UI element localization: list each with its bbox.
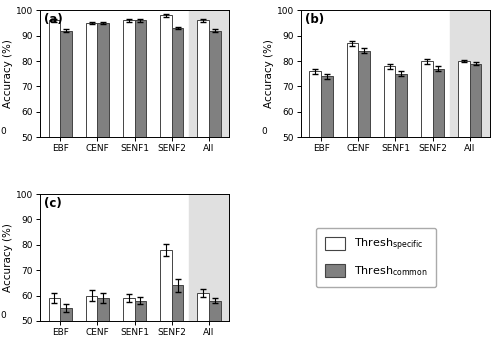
Bar [208, 300, 220, 321]
Text: (a): (a) [44, 13, 62, 26]
Bar [122, 20, 134, 137]
Bar [420, 61, 432, 137]
Bar [208, 31, 220, 137]
Text: (c): (c) [44, 197, 62, 210]
Bar [346, 43, 358, 137]
Bar [122, 298, 134, 321]
Bar [172, 28, 183, 137]
Bar [432, 69, 444, 137]
Y-axis label: Accuracy (%): Accuracy (%) [264, 39, 274, 108]
Bar [322, 76, 333, 137]
Y-axis label: Accuracy (%): Accuracy (%) [3, 39, 13, 108]
Bar [60, 31, 72, 137]
Bar [48, 20, 60, 137]
Bar [172, 285, 183, 321]
Bar [160, 16, 172, 137]
Bar [384, 66, 396, 137]
Bar [197, 293, 208, 321]
Bar [188, 10, 228, 137]
Text: 0: 0 [0, 127, 6, 136]
Text: (b): (b) [304, 13, 324, 26]
Bar [60, 308, 72, 321]
Legend: Thresh$\mathregular{_{specific}}$, Thresh$\mathregular{_{common}}$: Thresh$\mathregular{_{specific}}$, Thres… [316, 228, 436, 287]
Bar [48, 298, 60, 321]
Bar [86, 23, 98, 137]
Bar [458, 61, 469, 137]
Bar [98, 298, 110, 321]
Text: 0: 0 [261, 127, 267, 136]
Text: 0: 0 [0, 310, 6, 319]
Bar [86, 296, 98, 321]
Bar [134, 20, 146, 137]
Y-axis label: Accuracy (%): Accuracy (%) [3, 223, 13, 292]
Bar [197, 20, 208, 137]
Bar [160, 250, 172, 321]
Bar [470, 63, 482, 137]
Bar [450, 10, 490, 137]
Bar [188, 194, 228, 321]
Bar [396, 74, 407, 137]
Bar [134, 300, 146, 321]
Bar [358, 51, 370, 137]
Bar [310, 71, 322, 137]
Bar [98, 23, 110, 137]
